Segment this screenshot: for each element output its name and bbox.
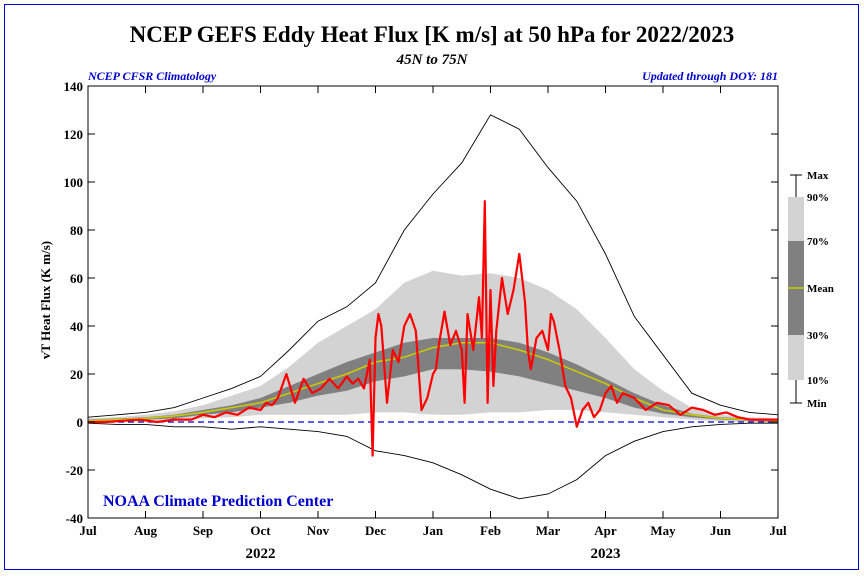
y-tick-label: 20 [70, 367, 83, 382]
legend-label: Mean [807, 283, 834, 295]
x-tick-label: Feb [480, 523, 501, 538]
x-tick-label: Oct [250, 523, 271, 538]
x-tick-label: Jan [423, 523, 444, 538]
chart-subtitle: 45N to 75N [396, 52, 468, 68]
y-tick-label: 140 [64, 79, 84, 94]
observed-line [88, 200, 778, 457]
year-label: 2022 [246, 546, 276, 562]
figure-frame [4, 4, 859, 570]
x-tick-label: Mar [536, 523, 561, 538]
chart-title: NCEP GEFS Eddy Heat Flux [K m/s] at 50 h… [129, 22, 735, 47]
x-tick-label: Jul [79, 523, 97, 538]
y-tick-label: 120 [64, 127, 84, 142]
x-tick-label: Jun [710, 523, 732, 538]
mean-line [87, 342, 779, 422]
legend: Max 90% 70% Mean 30% 10% Min [788, 170, 834, 410]
legend-label: 30% [807, 330, 829, 342]
y-tick-label: 0 [77, 415, 84, 430]
climatology-note: NCEP CFSR Climatology [88, 69, 217, 83]
x-tick-label: Jul [769, 523, 787, 538]
legend-label: Min [807, 398, 827, 410]
y-tick-label: -40 [66, 511, 83, 526]
y-tick-label: -20 [66, 463, 83, 478]
y-tick-label: 100 [64, 175, 84, 190]
max-line [87, 114, 779, 418]
x-tick-label: Apr [594, 523, 617, 538]
x-tick-label: Sep [193, 523, 213, 538]
min-line [87, 422, 778, 500]
x-tick-label: Dec [365, 523, 386, 538]
series-lines [87, 114, 779, 500]
watermark-text: NOAA Climate Prediction Center [103, 493, 333, 510]
y-axis-label: vT Heat Flux (K m/s) [38, 241, 53, 359]
x-tick-label: Nov [307, 523, 330, 538]
legend-label: 10% [807, 375, 829, 387]
x-tick-label: Aug [134, 523, 158, 538]
updated-note: Updated through DOY: 181 [642, 69, 778, 83]
year-label: 2023 [591, 546, 621, 562]
legend-label: 70% [807, 236, 829, 248]
band-30-70 [88, 338, 778, 422]
axes: -40 -20 0 20 40 60 80 100 120 140 Jul Aug Sep Oct Nov D… [64, 79, 788, 562]
y-tick-label: 60 [70, 271, 83, 286]
legend-label: 90% [807, 192, 829, 204]
x-tick-label: May [650, 523, 676, 538]
legend-label: Max [807, 170, 829, 182]
y-tick-label: 40 [70, 319, 83, 334]
y-tick-label: 80 [70, 223, 83, 238]
